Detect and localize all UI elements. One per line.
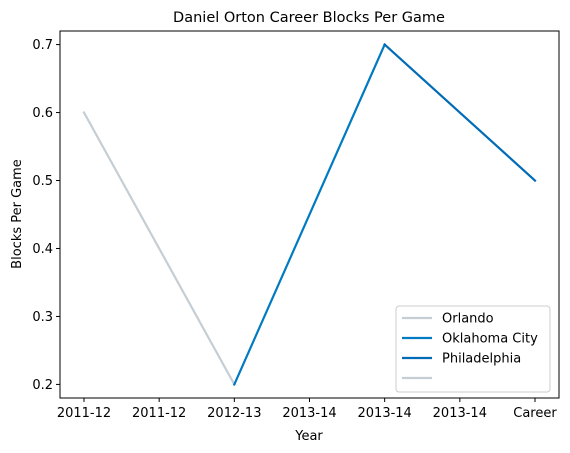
- x-tick-label: 2011-12: [57, 406, 111, 421]
- x-tick-label: 2012-13: [207, 406, 261, 421]
- x-tick-label: 2013-14: [433, 406, 487, 421]
- x-tick-label: 2011-12: [132, 406, 186, 421]
- series-lines: [82, 43, 537, 386]
- y-tick-label: 0.7: [32, 38, 53, 53]
- x-tick-label: 2013-14: [282, 406, 336, 421]
- legend-box: [395, 305, 551, 393]
- x-axis: 2011-12 2011-12 2012-13 2013-14 2013-14 2013-…: [57, 398, 557, 421]
- x-tick-label: Career: [513, 406, 557, 421]
- y-tick-label: 0.3: [32, 310, 53, 325]
- y-tick-label: 0.5: [32, 174, 53, 189]
- series-line-2: [383, 43, 537, 183]
- series-line-0: [82, 111, 236, 386]
- legend-label: Orlando: [442, 312, 494, 327]
- y-tick-label: 0.6: [32, 106, 53, 121]
- legend-label: Oklahoma City: [442, 332, 538, 347]
- x-tick-label: 2013-14: [358, 406, 412, 421]
- legend: Orlando Oklahoma City Philadelphia: [395, 305, 551, 393]
- y-axis-label: Blocks Per Game: [10, 159, 25, 269]
- x-axis-label: Year: [294, 429, 323, 444]
- y-axis: 0.2 0.3 0.4 0.5 0.6 0.7: [32, 38, 60, 393]
- y-tick-label: 0.2: [32, 378, 53, 393]
- legend-label: Philadelphia: [442, 352, 521, 367]
- series-line-1: [232, 43, 387, 386]
- chart-title: Daniel Orton Career Blocks Per Game: [173, 10, 445, 26]
- y-tick-label: 0.4: [32, 242, 53, 257]
